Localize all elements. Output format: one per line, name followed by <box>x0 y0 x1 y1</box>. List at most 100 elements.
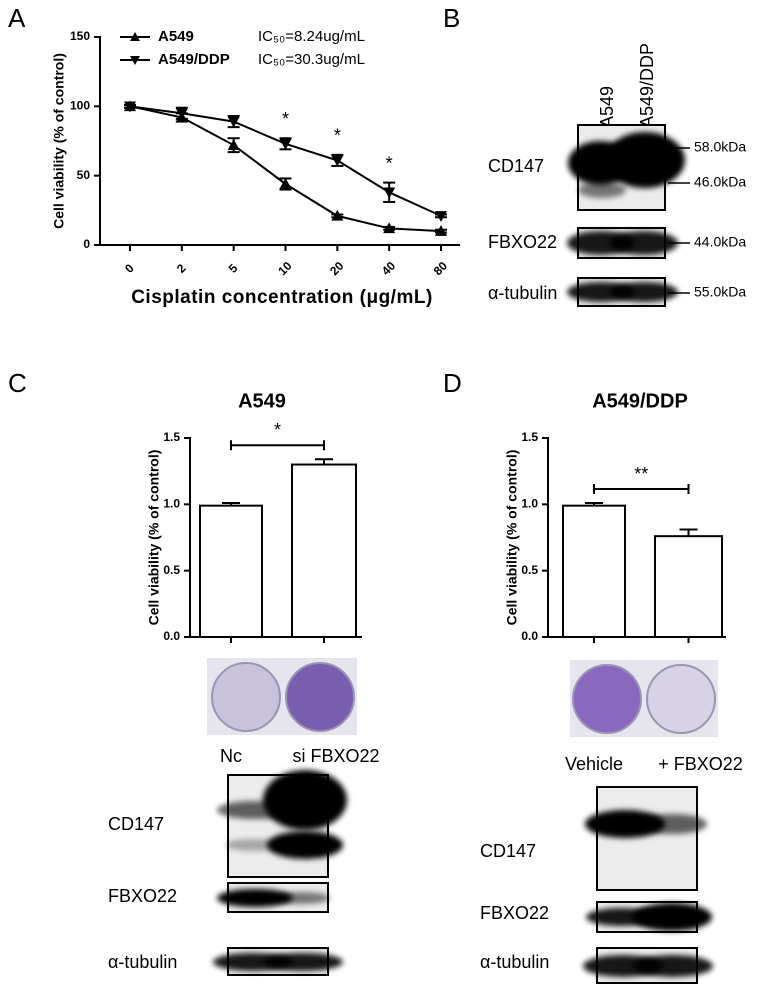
x-tick-label: 40 <box>379 259 399 279</box>
size-marker: 44.0kDa <box>694 234 746 250</box>
blot <box>585 786 707 891</box>
blot <box>568 124 685 211</box>
y-tick-label: 1.0 <box>521 497 538 511</box>
annotation: * <box>282 109 289 129</box>
y-tick-label: 50 <box>77 168 91 182</box>
blot-band <box>585 810 665 838</box>
legend-note: IC₅₀=30.3ug/mL <box>258 51 365 68</box>
blot-row-label: FBXO22 <box>108 886 177 906</box>
annotation: * <box>334 126 341 146</box>
y-tick-label: 1.5 <box>521 430 538 444</box>
bar <box>562 504 626 638</box>
size-marker: 46.0kDa <box>694 174 746 190</box>
marker <box>383 222 396 234</box>
bar <box>199 504 263 638</box>
y-axis-label: Cell viability (% of control) <box>51 53 67 229</box>
blot-band <box>225 839 285 851</box>
lane-label: A549 <box>597 86 617 128</box>
marker <box>331 209 344 221</box>
x-tick-label: 80 <box>431 259 451 279</box>
marker <box>331 155 344 167</box>
legend-label: A549/DDP <box>158 51 230 68</box>
marker <box>279 138 292 150</box>
legend-note: IC₅₀=8.24ug/mL <box>258 28 365 45</box>
blot-band <box>274 892 330 904</box>
marker <box>383 187 396 199</box>
y-axis-label: Cell viability (% of control) <box>146 450 162 626</box>
x-tick-label: 20 <box>327 259 347 279</box>
blot <box>567 277 678 307</box>
chart-title: A549/DDP <box>592 390 688 412</box>
chart-title: A549 <box>238 390 286 412</box>
blot-band <box>605 132 685 188</box>
y-tick-label: 0.0 <box>521 629 538 643</box>
y-axis-label: Cell viability (% of control) <box>504 450 520 626</box>
marker <box>124 101 136 113</box>
y-tick-label: 1.5 <box>163 430 180 444</box>
y-tick-label: 0 <box>83 237 90 251</box>
blot-row-label: CD147 <box>488 156 544 176</box>
blot <box>583 947 713 984</box>
blot-row-label: FBXO22 <box>480 903 549 923</box>
blot-row-label: CD147 <box>108 814 164 834</box>
panel-letter: C <box>8 368 27 398</box>
x-tick-label: 2 <box>174 261 189 276</box>
legend-marker <box>130 56 140 65</box>
size-marker: 55.0kDa <box>694 284 746 300</box>
blot <box>586 901 712 933</box>
blot-row-label: FBXO22 <box>488 232 557 252</box>
blot <box>217 770 347 878</box>
marker <box>435 211 447 222</box>
marker <box>227 116 240 128</box>
marker <box>279 177 292 189</box>
x-tick-label: 0 <box>122 261 137 276</box>
blot-band <box>633 955 713 977</box>
x-axis-label: Cisplatin concentration (μg/mL) <box>131 287 433 308</box>
x-tick-label: 5 <box>226 261 241 276</box>
blot-band <box>639 814 707 834</box>
blot-row-label: CD147 <box>480 841 536 861</box>
y-tick-label: 100 <box>70 99 90 113</box>
marker <box>227 139 240 150</box>
bar <box>654 535 723 639</box>
category-label: Vehicle <box>565 754 623 774</box>
y-tick-label: 0.5 <box>521 563 538 577</box>
blot-row-label: α-tubulin <box>108 952 177 972</box>
panel-letter: D <box>443 368 462 398</box>
plate-image <box>570 660 718 737</box>
blot-band <box>578 182 626 198</box>
y-tick-label: 0.5 <box>163 563 180 577</box>
blot <box>567 227 678 259</box>
significance-label: ** <box>634 464 648 484</box>
significance-label: * <box>274 420 281 440</box>
panel-letter: B <box>443 3 460 33</box>
y-tick-label: 150 <box>70 29 90 43</box>
blot-band <box>610 231 678 255</box>
blot-band <box>632 903 712 931</box>
blot-row-label: α-tubulin <box>488 283 557 303</box>
legend-marker <box>130 32 140 41</box>
category-label: Nc <box>220 746 242 766</box>
significance-bracket <box>593 484 690 495</box>
category-label: + FBXO22 <box>658 754 743 774</box>
blot <box>213 947 343 976</box>
blot-band <box>263 953 343 971</box>
annotation: * <box>386 153 393 173</box>
x-tick-label: 10 <box>275 259 295 279</box>
marker <box>435 225 447 236</box>
bar <box>291 463 357 638</box>
blot-band <box>263 770 347 830</box>
blot-row-label: α-tubulin <box>480 952 549 972</box>
y-tick-label: 1.0 <box>163 497 180 511</box>
lane-label: A549/DDP <box>637 43 657 128</box>
blot-membrane <box>596 786 698 891</box>
marker <box>175 108 188 120</box>
blot-band <box>217 889 293 907</box>
plate-image <box>207 658 357 735</box>
significance-bracket <box>230 440 325 451</box>
size-marker: 58.0kDa <box>694 139 746 155</box>
blot-band <box>267 831 343 859</box>
